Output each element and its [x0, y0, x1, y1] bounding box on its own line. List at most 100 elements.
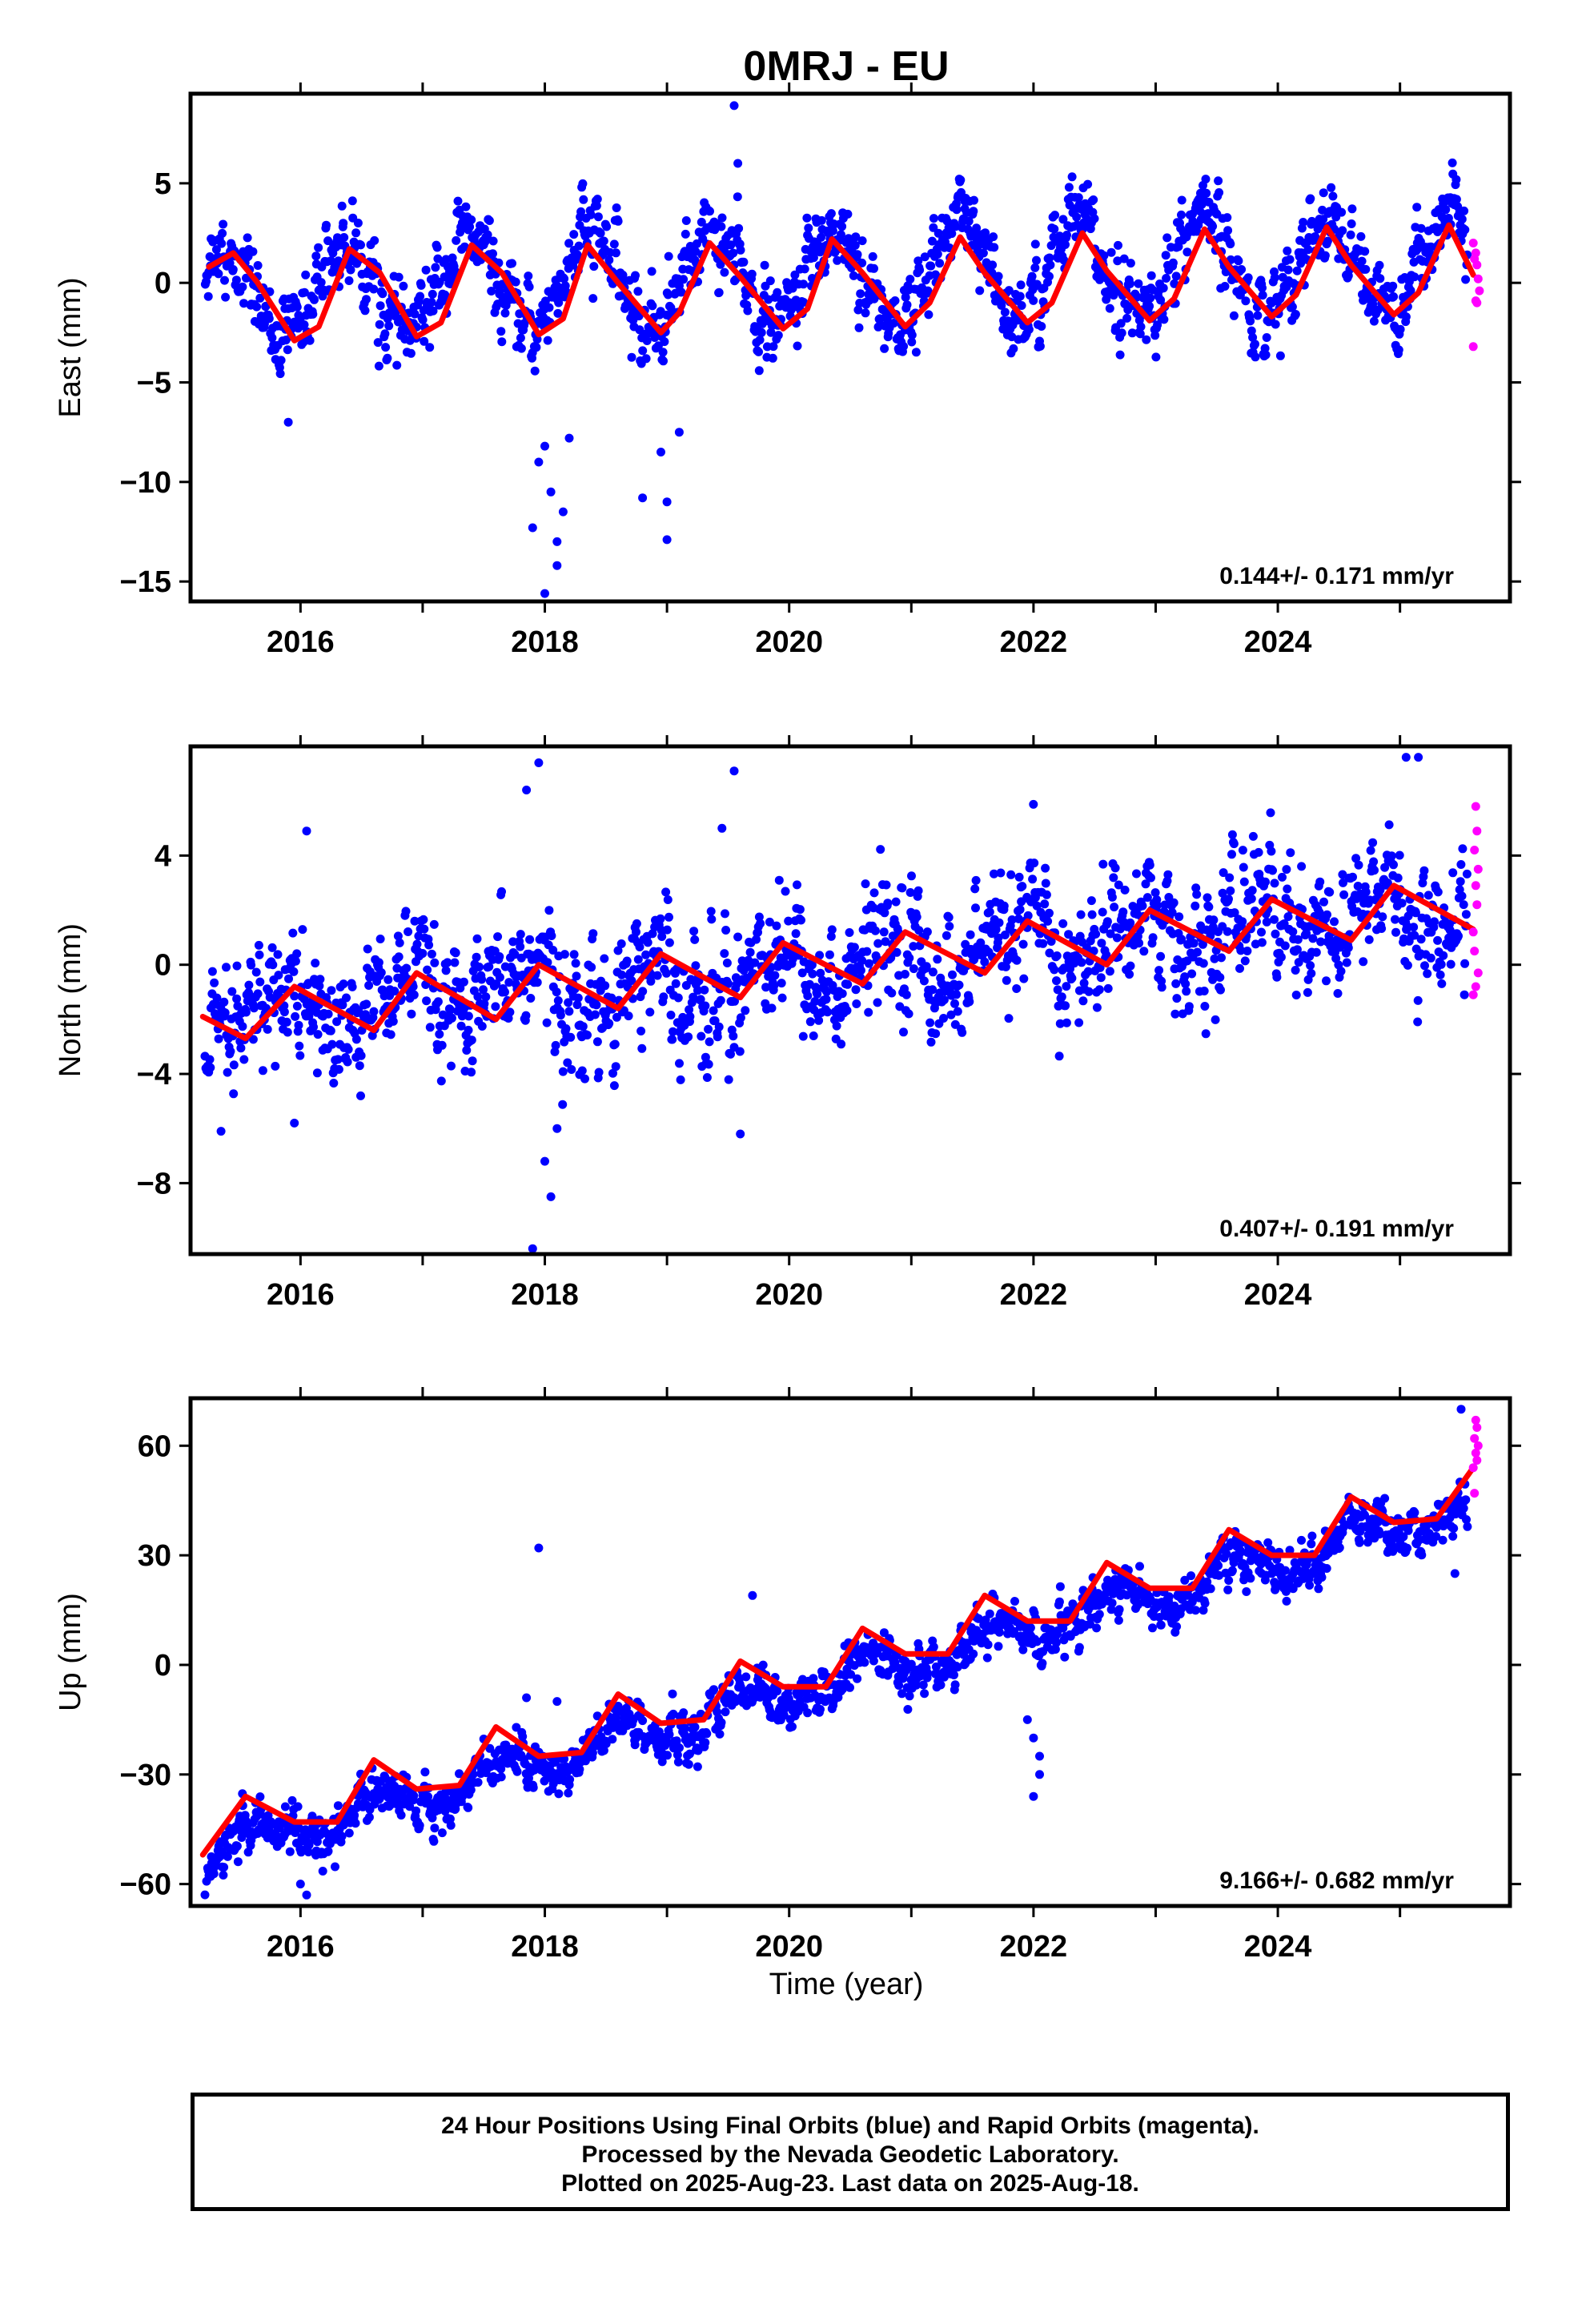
final-orbit-point — [988, 260, 998, 270]
final-orbit-point — [1061, 1001, 1070, 1011]
final-orbit-point — [897, 883, 907, 893]
final-orbit-point — [1377, 924, 1387, 933]
final-orbit-point — [1368, 838, 1378, 847]
final-orbit-point — [809, 253, 818, 263]
final-orbit-point — [223, 1852, 232, 1861]
final-orbit-point — [331, 1862, 339, 1872]
final-orbit-point — [994, 933, 1003, 943]
final-orbit-point — [446, 1820, 456, 1830]
final-orbit-point — [396, 1811, 406, 1820]
final-orbit-point — [1270, 273, 1279, 283]
rapid-orbit-point — [1472, 826, 1482, 836]
final-orbit-point — [692, 239, 701, 248]
final-orbit-point — [665, 938, 674, 947]
final-orbit-point — [1339, 890, 1349, 899]
final-orbit-point — [1262, 917, 1271, 927]
final-orbit-point — [799, 279, 808, 289]
final-orbit-point — [756, 919, 765, 928]
final-orbit-point — [696, 995, 705, 1004]
final-orbit-point — [652, 971, 662, 980]
final-orbit-point — [409, 1791, 419, 1800]
final-orbit-point — [736, 1013, 745, 1023]
final-orbit-point — [322, 220, 331, 230]
final-orbit-point — [472, 952, 481, 962]
final-orbit-point — [1370, 866, 1379, 875]
final-orbit-point — [437, 1828, 447, 1838]
final-orbit-point — [1346, 230, 1355, 239]
final-orbit-point — [453, 196, 463, 206]
final-orbit-point — [1397, 899, 1407, 908]
final-orbit-point — [983, 1640, 993, 1650]
y-tick-label: 5 — [155, 167, 171, 201]
final-orbit-point — [1361, 887, 1371, 897]
final-orbit-point — [528, 1783, 538, 1792]
final-orbit-point — [294, 1020, 303, 1030]
final-orbit-point — [777, 993, 787, 1003]
final-orbit-point — [795, 905, 805, 915]
final-orbit-point — [590, 1010, 600, 1019]
final-orbit-point — [416, 280, 426, 290]
final-orbit-point — [1170, 279, 1179, 288]
final-orbit-point — [1337, 207, 1347, 217]
final-orbit-point — [843, 979, 853, 989]
final-orbit-point — [508, 259, 516, 268]
final-orbit-point — [219, 1871, 228, 1880]
plot-frame — [188, 91, 1512, 604]
final-orbit-point — [929, 223, 938, 232]
final-orbit-point — [495, 952, 504, 961]
final-orbit-point — [757, 328, 766, 337]
final-orbit-point — [769, 981, 779, 991]
final-orbit-point — [556, 1011, 565, 1020]
final-orbit-point — [326, 1026, 335, 1035]
final-orbit-point — [920, 252, 930, 262]
final-orbit-point — [560, 950, 569, 959]
final-orbit-point — [592, 1000, 601, 1010]
final-orbit-point — [1242, 1587, 1251, 1596]
final-orbit-point — [931, 1662, 941, 1671]
final-orbit-point — [826, 209, 836, 219]
final-orbit-point — [933, 955, 942, 964]
final-orbit-point — [1172, 994, 1182, 1003]
final-orbit-point — [1132, 869, 1141, 879]
final-orbit-point — [1100, 1590, 1110, 1599]
final-orbit-point — [504, 978, 514, 987]
final-orbit-point — [445, 1814, 455, 1823]
final-orbit-point — [945, 922, 954, 931]
final-orbit-point — [1053, 985, 1062, 995]
rapid-orbit-point — [1472, 900, 1482, 910]
final-orbit-point — [1456, 877, 1465, 887]
final-orbit-point — [926, 261, 936, 271]
final-orbit-point — [909, 964, 918, 974]
final-orbit-point — [1045, 271, 1054, 281]
final-orbit-point — [291, 1011, 300, 1021]
final-orbit-point — [899, 1027, 908, 1037]
final-orbit-point — [929, 214, 938, 223]
final-orbit-point — [890, 1658, 900, 1667]
final-orbit-point — [939, 1014, 948, 1023]
final-orbit-point — [754, 347, 763, 356]
final-orbit-point — [254, 940, 263, 950]
final-orbit-point — [816, 968, 825, 978]
final-orbit-point — [1201, 1029, 1211, 1039]
rapid-orbit-point — [1468, 990, 1478, 999]
final-orbit-point — [543, 336, 552, 345]
final-orbit-point — [627, 352, 636, 362]
final-orbit-point — [363, 944, 372, 954]
final-orbit-point — [232, 961, 242, 971]
final-orbit-point — [290, 991, 299, 1001]
final-orbit-point — [455, 1769, 464, 1779]
final-orbit-point — [1105, 304, 1114, 313]
final-orbit-point — [271, 1061, 280, 1071]
final-orbit-point — [435, 1029, 444, 1039]
final-orbit-point — [905, 275, 915, 284]
final-orbit-point — [1060, 1652, 1070, 1662]
final-orbit-point — [1184, 1002, 1194, 1011]
final-orbit-point — [994, 1642, 1003, 1651]
final-orbit-point — [1148, 933, 1158, 943]
x-tick-label: 2018 — [511, 1278, 579, 1312]
final-orbit-point — [292, 302, 302, 312]
final-orbit-point — [477, 975, 487, 984]
final-orbit-point — [1170, 1009, 1180, 1019]
final-orbit-point — [1354, 860, 1363, 870]
final-orbit-point — [1062, 982, 1071, 991]
